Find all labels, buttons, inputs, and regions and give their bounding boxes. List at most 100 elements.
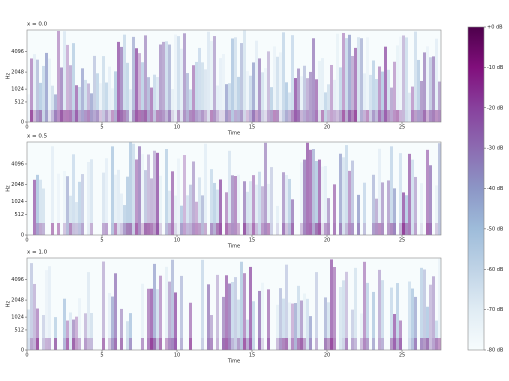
texture — [381, 71, 384, 122]
x-tick-label: 10 — [174, 125, 180, 131]
texture — [306, 142, 309, 235]
texture — [357, 194, 360, 235]
texture — [261, 186, 264, 235]
texture — [201, 62, 204, 122]
texture — [300, 162, 303, 235]
texture — [402, 110, 405, 122]
texture — [39, 82, 42, 122]
texture — [372, 110, 375, 122]
texture — [141, 110, 144, 122]
texture — [396, 338, 399, 350]
x-tick-label: 0 — [25, 353, 28, 359]
texture — [174, 292, 177, 350]
texture — [171, 171, 174, 235]
x-tick-label: 15 — [249, 238, 255, 244]
texture — [348, 170, 351, 235]
texture — [399, 223, 402, 235]
texture — [342, 338, 345, 350]
texture — [336, 110, 339, 122]
texture — [192, 223, 195, 235]
texture — [252, 110, 255, 122]
texture — [147, 110, 150, 122]
texture — [48, 338, 51, 350]
texture — [48, 110, 51, 122]
texture — [159, 275, 162, 350]
texture — [222, 338, 225, 350]
texture — [183, 110, 186, 122]
texture — [369, 110, 372, 122]
colorbar — [467, 26, 485, 351]
texture — [249, 181, 252, 235]
texture — [432, 110, 435, 122]
texture — [243, 110, 246, 122]
texture — [168, 281, 171, 350]
texture — [105, 82, 108, 122]
texture — [57, 223, 60, 235]
colorbar-tick-label: -80 dB — [487, 348, 504, 354]
texture — [321, 58, 324, 122]
texture — [285, 264, 288, 350]
panel-title: x = 0.5 — [27, 134, 48, 140]
texture — [174, 338, 177, 350]
x-tick-label: 20 — [324, 238, 330, 244]
texture — [201, 259, 204, 350]
texture — [177, 36, 180, 122]
texture — [228, 283, 231, 350]
texture — [36, 338, 39, 350]
texture — [207, 284, 210, 350]
texture — [411, 338, 414, 350]
texture — [225, 110, 228, 122]
texture — [201, 338, 204, 350]
texture — [54, 317, 57, 350]
texture — [432, 56, 435, 122]
texture — [300, 300, 303, 350]
texture — [429, 284, 432, 350]
texture — [159, 175, 162, 235]
texture — [171, 259, 174, 350]
texture — [36, 223, 39, 235]
texture — [345, 271, 348, 350]
texture — [66, 110, 69, 122]
x-axis-label: Time — [227, 244, 240, 250]
texture — [402, 35, 405, 123]
texture — [363, 182, 366, 235]
y-tick-label: 4096 — [11, 161, 24, 167]
texture — [174, 110, 177, 122]
texture — [255, 184, 258, 235]
texture — [216, 110, 219, 122]
texture — [327, 84, 330, 122]
texture — [240, 261, 243, 350]
texture — [165, 41, 168, 122]
texture — [273, 110, 276, 122]
texture — [156, 338, 159, 350]
texture — [39, 223, 42, 235]
texture — [93, 55, 96, 122]
texture — [240, 338, 243, 350]
texture — [72, 110, 75, 122]
texture — [174, 195, 177, 235]
texture — [153, 223, 156, 235]
texture — [246, 191, 249, 235]
texture — [327, 198, 330, 235]
texture — [183, 33, 186, 123]
texture — [234, 37, 237, 122]
texture — [156, 110, 159, 122]
texture — [69, 195, 72, 235]
texture — [228, 223, 231, 235]
texture — [345, 110, 348, 122]
texture — [114, 338, 117, 350]
texture — [153, 263, 156, 350]
texture — [171, 338, 174, 350]
texture — [303, 338, 306, 350]
texture — [63, 31, 66, 123]
texture — [411, 159, 414, 235]
texture — [210, 338, 213, 350]
texture — [423, 338, 426, 350]
texture — [372, 291, 375, 350]
texture — [276, 205, 279, 235]
texture — [249, 75, 252, 122]
texture — [399, 320, 402, 350]
texture — [108, 338, 111, 350]
texture — [105, 223, 108, 235]
x-tick-label: 10 — [174, 353, 180, 359]
